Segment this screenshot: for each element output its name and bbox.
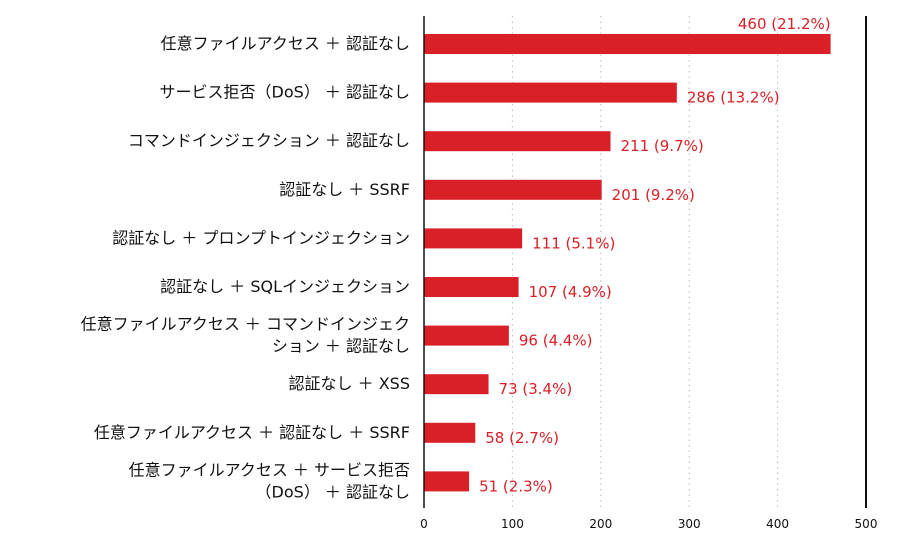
x-tick-label-200: 200 bbox=[589, 517, 612, 531]
category-label-6-line-1: ション ＋ 認証なし bbox=[272, 337, 410, 356]
value-label-2: 211 (9.7%) bbox=[621, 137, 704, 155]
x-tick-label-500: 500 bbox=[855, 517, 878, 531]
category-label-9-line-0: 任意ファイルアクセス ＋ サービス拒否 bbox=[129, 460, 410, 479]
bar-0 bbox=[424, 34, 831, 54]
value-label-1: 286 (13.2%) bbox=[687, 89, 780, 107]
value-label-4: 111 (5.1%) bbox=[532, 234, 615, 252]
value-label-8: 58 (2.7%) bbox=[485, 429, 559, 447]
value-label-6: 96 (4.4%) bbox=[519, 332, 593, 350]
value-label-9: 51 (2.3%) bbox=[479, 477, 553, 495]
x-tick-label-0: 0 bbox=[420, 517, 428, 531]
x-tick-label-100: 100 bbox=[501, 517, 524, 531]
category-label-5: 認証なし ＋ SQLインジェクション bbox=[160, 277, 410, 296]
bar-8 bbox=[424, 422, 476, 443]
bar-6 bbox=[424, 325, 509, 346]
bar-2 bbox=[424, 131, 611, 152]
category-label-9-line-1: （DoS） ＋ 認証なし bbox=[256, 482, 410, 501]
value-label-3: 201 (9.2%) bbox=[612, 186, 695, 204]
category-label-4: 認証なし ＋ プロンプトインジェクション bbox=[112, 228, 410, 247]
bar-1 bbox=[424, 82, 677, 103]
value-label-5: 107 (4.9%) bbox=[529, 283, 612, 301]
bar-5 bbox=[424, 277, 519, 297]
x-tick-label-300: 300 bbox=[678, 517, 701, 531]
category-label-8: 任意ファイルアクセス ＋ 認証なし ＋ SSRF bbox=[94, 423, 410, 442]
bar-7 bbox=[424, 374, 489, 395]
category-label-7: 認証なし ＋ XSS bbox=[289, 374, 410, 393]
bar-3 bbox=[424, 179, 602, 200]
category-label-3: 認証なし ＋ SSRF bbox=[279, 180, 410, 199]
x-axis-ticks: 0 100 200 300 400 500 bbox=[420, 517, 877, 531]
category-label-6-line-0: 任意ファイルアクセス ＋ コマンドインジェク bbox=[81, 315, 410, 334]
category-label-1: サービス拒否（DoS） ＋ 認証なし bbox=[160, 83, 410, 102]
category-label-2: コマンドインジェクション ＋ 認証なし bbox=[128, 131, 410, 150]
value-label-0: 460 (21.2%) bbox=[738, 15, 831, 33]
bars bbox=[424, 34, 831, 492]
value-labels: 460 (21.2%) 286 (13.2%) 211 (9.7%) 201 (9.2… bbox=[479, 15, 831, 495]
x-tick-label-400: 400 bbox=[766, 517, 789, 531]
value-label-7: 73 (3.4%) bbox=[499, 380, 573, 398]
bar-9 bbox=[424, 471, 470, 492]
bar-4 bbox=[424, 228, 523, 249]
category-label-0: 任意ファイルアクセス ＋ 認証なし bbox=[161, 34, 410, 53]
